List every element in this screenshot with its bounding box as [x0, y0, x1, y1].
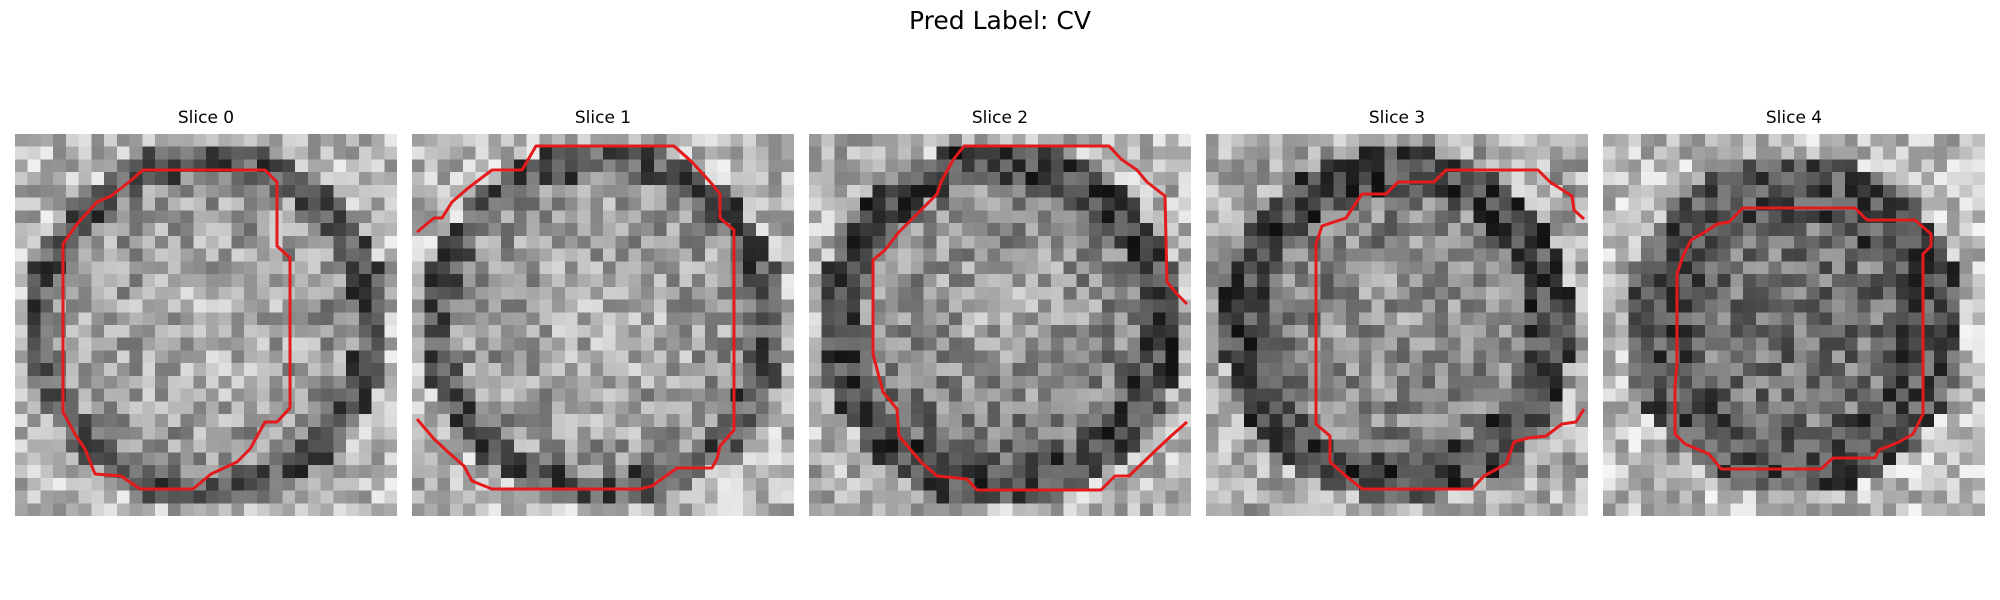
segmentation-contour — [871, 144, 1189, 492]
slice-pixels — [15, 134, 397, 516]
slice-pixels — [1206, 134, 1588, 516]
slice-pixels — [412, 134, 794, 516]
slice-image — [15, 134, 397, 516]
segmentation-contour — [1314, 168, 1586, 491]
slice-title: Slice 0 — [177, 108, 235, 128]
segmentation-contour — [415, 144, 736, 491]
slice-title: Slice 4 — [1765, 108, 1823, 128]
slice-title: Slice 3 — [1368, 108, 1426, 128]
slice-image — [809, 134, 1191, 516]
slice-image — [1206, 134, 1588, 516]
suptitle: Pred Label: CV — [909, 6, 1091, 35]
slice-title: Slice 1 — [574, 108, 632, 128]
slice-image — [1603, 134, 1985, 516]
slice-title: Slice 2 — [971, 108, 1029, 128]
segmentation-contour — [1673, 206, 1933, 471]
slice-image — [412, 134, 794, 516]
segmentation-contour — [61, 168, 292, 491]
slice-pixels — [1603, 134, 1985, 516]
